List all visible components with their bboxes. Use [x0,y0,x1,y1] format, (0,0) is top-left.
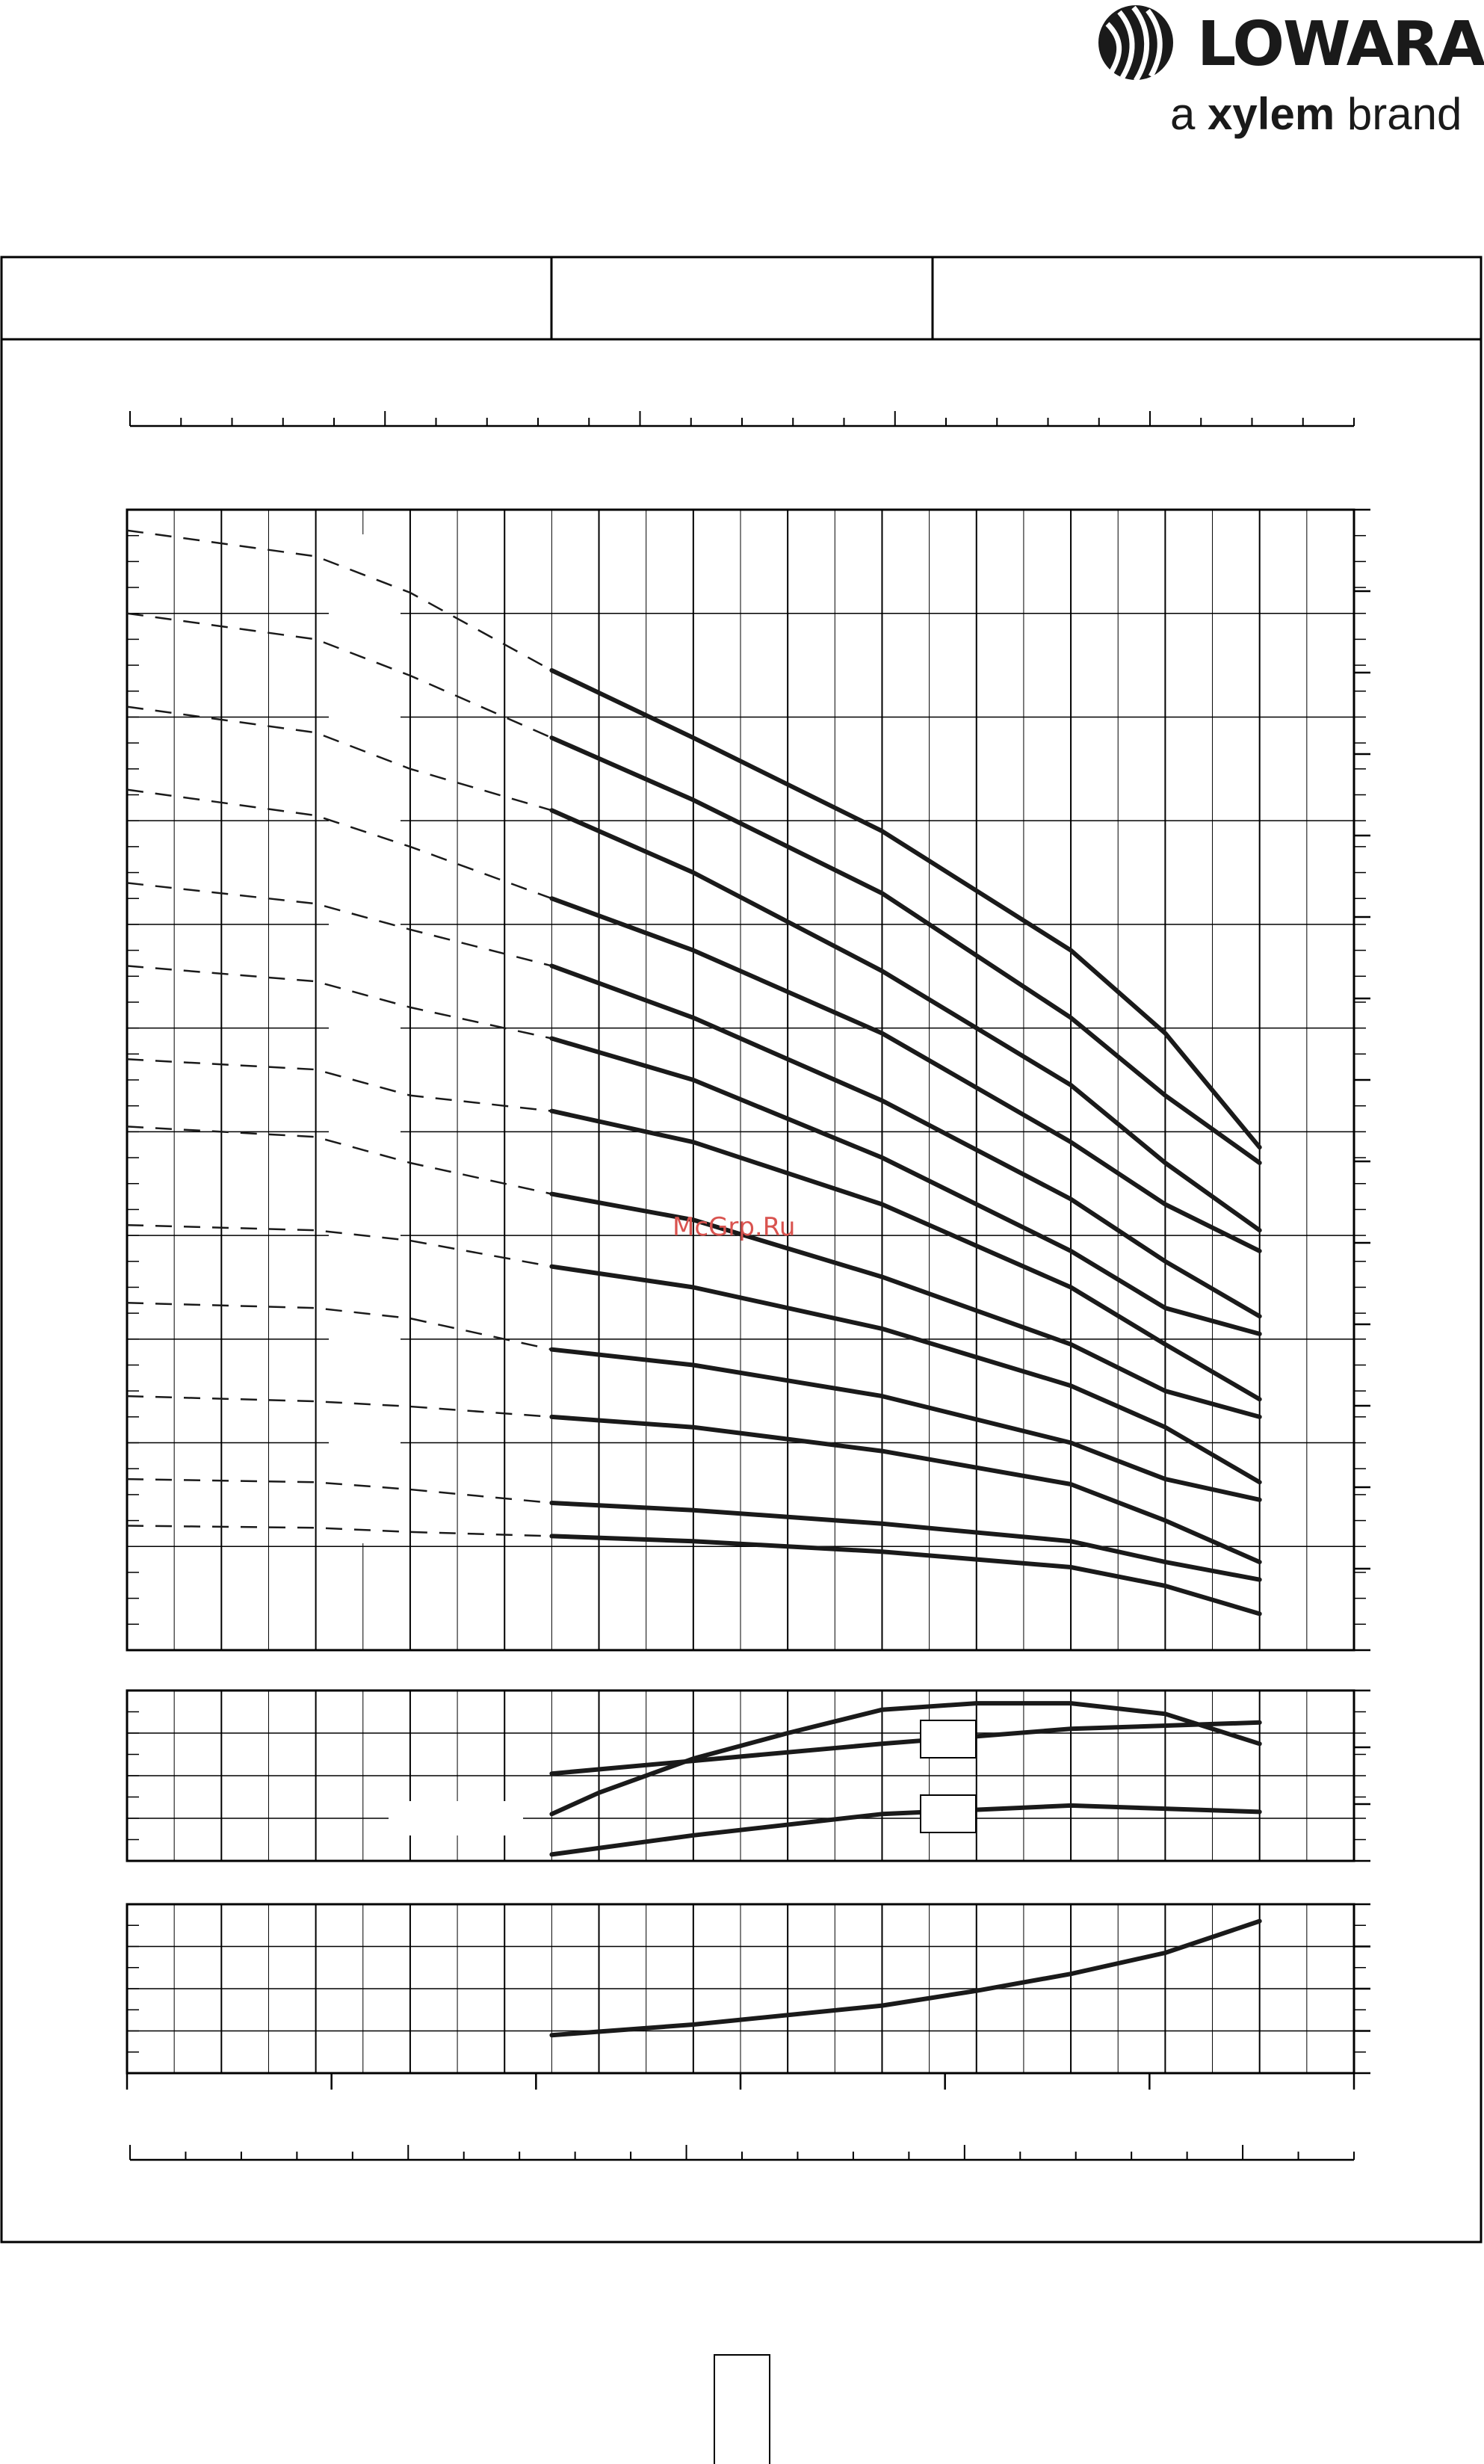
head-curve-dashed-13 [126,1525,552,1537]
head-curve-2 [549,735,1262,1165]
chart-axes [129,411,1355,2161]
brand-name: LOWARA [1197,9,1484,80]
head-curve-dashed-1 [126,529,553,672]
blank-label-area [389,1801,523,1835]
head-curve-dashed-6 [126,965,552,1040]
brand-logo: LOWARA a xylem brand [1091,0,1484,157]
head-curve-11 [549,1414,1262,1565]
sheet-border [0,256,1483,2244]
head-curve-dashed-3 [126,705,552,812]
head-curve-panel [126,508,1370,1652]
head-curve-13 [549,1534,1262,1617]
head-curve-dashed-11 [126,1395,552,1418]
npsh-curve-1 [549,1918,1262,2038]
brand-tagline: a xylem brand [1170,88,1462,140]
head-curve-1 [549,668,1262,1150]
head-curve-dashed-2 [126,612,552,739]
blank-label-area [329,534,401,1543]
page-number-tab [714,2354,770,2464]
lowara-swirl-icon [1098,5,1173,82]
head-curve-6 [549,1036,1262,1336]
head-curve-dashed-8 [126,1126,552,1195]
head-curve-8 [549,1191,1262,1419]
tagline-prefix: a [1170,89,1196,139]
label-box [920,1720,977,1759]
power-efficiency-panel [126,1689,1370,1862]
sheet-frame [0,256,1483,2244]
head-curve-10 [549,1347,1262,1502]
panel-frame [126,1689,1355,1862]
head-curve-dashed-4 [126,788,552,900]
head-curve-9 [549,1264,1262,1485]
head-curve-7 [549,1108,1262,1402]
head-curve-dashed-5 [126,882,552,967]
head-curve-dashed-9 [126,1223,552,1267]
power-curve-1 [549,1720,1262,1776]
head-curve-12 [549,1501,1262,1582]
head-curve-3 [549,808,1262,1233]
head-curve-4 [549,896,1262,1253]
power-curve-3 [549,1803,1262,1857]
tagline-suffix: brand [1347,89,1462,139]
head-curve-dashed-12 [126,1478,552,1504]
power-curve-2 [549,1701,1262,1817]
head-curve-dashed-10 [126,1302,552,1350]
label-box [920,1794,977,1833]
head-curve-5 [549,963,1262,1319]
watermark-text: McGrp.Ru [673,1212,796,1242]
head-curve-dashed-7 [126,1058,552,1112]
tagline-brand: xylem [1208,89,1335,139]
npsh-panel [126,1903,1370,2090]
